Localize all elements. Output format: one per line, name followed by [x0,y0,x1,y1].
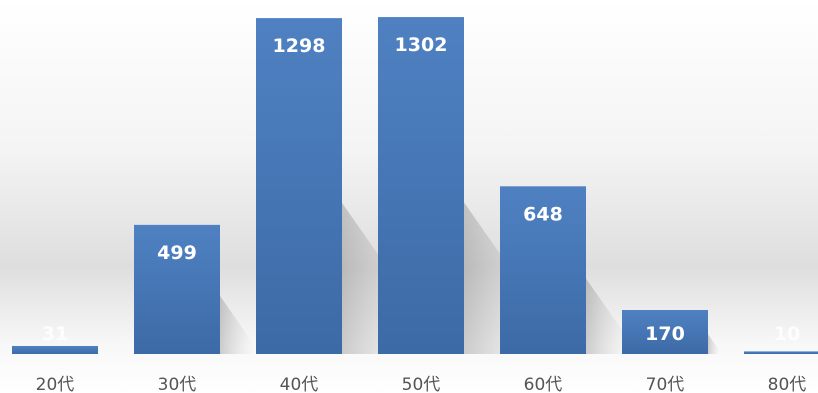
bar-layer [12,17,818,355]
x-tick-label: 70代 [646,375,685,393]
data-label: 10 [774,323,800,345]
x-tick-label: 20代 [36,375,75,393]
data-label: 170 [645,323,685,345]
data-label: 648 [523,203,563,225]
bar-50代 [378,17,464,355]
data-label: 1298 [273,35,326,57]
x-tick-label: 30代 [158,375,197,393]
bar-30代 [134,224,220,354]
bar-shadow [220,295,257,354]
x-tick-label: 40代 [280,375,319,393]
x-tick-label: 80代 [768,375,807,393]
x-tick-label: 60代 [524,375,563,393]
x-axis-tick-layer: 20代 30代 40代 50代 60代 70代 80代 [36,375,807,393]
x-tick-label: 50代 [402,375,441,393]
bar-60代 [500,186,586,354]
data-label-layer: 31 499 1298 1302 648 170 10 [42,34,800,345]
data-label: 1302 [395,34,448,56]
data-label: 499 [157,242,197,264]
bar-shadow [708,334,721,354]
bar-70代 [622,310,708,354]
bar-40代 [256,18,342,354]
bar-80代 [744,351,818,354]
bar-20代 [12,345,98,354]
data-label: 31 [42,323,68,345]
bar-shadow [586,278,633,354]
